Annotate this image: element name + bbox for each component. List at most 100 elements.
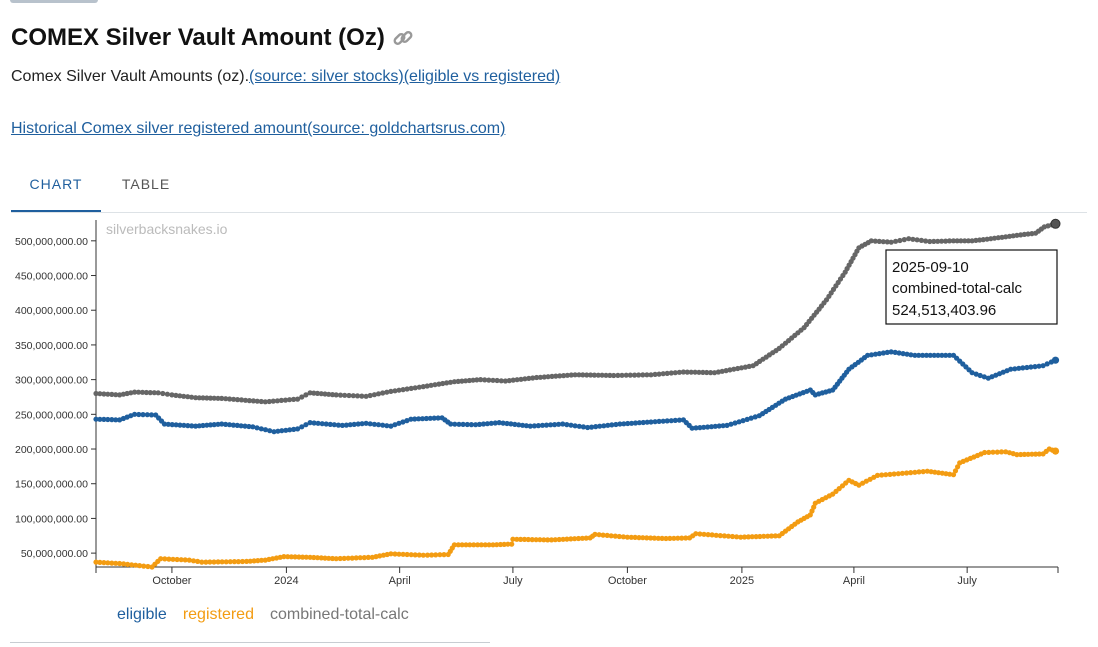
data-point-registered	[463, 542, 469, 548]
data-point-combined-total-calc	[727, 367, 733, 373]
data-point-combined-total-calc	[200, 395, 206, 401]
tab-table[interactable]: TABLE	[121, 176, 171, 192]
data-point-eligible	[101, 416, 107, 422]
data-point-combined-total-calc	[906, 236, 912, 242]
data-point-eligible	[580, 424, 587, 430]
data-point-registered	[497, 541, 504, 548]
data-point-combined-total-calc	[318, 391, 324, 397]
data-point-eligible-last[interactable]	[1051, 356, 1060, 364]
data-point-combined-total-calc	[876, 238, 882, 244]
history-link[interactable]: Historical Comex silver registered amoun…	[11, 120, 506, 137]
title-row: COMEX Silver Vault Amount (Oz)	[11, 24, 415, 52]
data-point-eligible	[676, 417, 683, 423]
data-point-combined-total-calc	[868, 238, 874, 244]
data-point-combined-total-calc	[392, 388, 398, 394]
data-point-registered	[281, 554, 287, 560]
data-point-registered	[560, 536, 566, 542]
data-point-eligible	[640, 419, 646, 426]
legend-eligible[interactable]: eligible	[117, 606, 167, 623]
data-point-combined-total-calc	[568, 372, 574, 378]
data-point-combined-total-calc	[923, 238, 929, 244]
data-point-combined-total-calc	[384, 389, 390, 395]
data-point-combined-total-calc	[242, 397, 249, 403]
data-point-combined-total-calc	[299, 394, 305, 400]
data-point-registered	[655, 535, 661, 541]
data-point-eligible	[744, 416, 750, 422]
data-point-eligible	[200, 422, 206, 429]
data-point-eligible	[520, 422, 526, 428]
y-tick-label: 400,000,000.00	[15, 305, 88, 317]
legend-combined[interactable]: combined-total-calc	[269, 606, 409, 623]
data-point-combined-total-calc	[451, 379, 457, 385]
data-point-combined-total-calc	[238, 397, 245, 403]
tab-chart[interactable]: CHART	[11, 158, 101, 212]
data-point-registered	[178, 557, 184, 563]
data-point-eligible	[211, 422, 217, 428]
data-point-eligible	[947, 352, 953, 358]
data-point-combined-total-calc	[631, 372, 638, 378]
x-tick-label: 2025	[730, 575, 754, 587]
data-point-eligible	[697, 425, 703, 431]
source-link[interactable]: (source: silver stocks)(eligible vs regi…	[249, 68, 561, 85]
data-point-eligible	[512, 421, 518, 427]
data-point-eligible	[105, 416, 111, 423]
y-tick-label: 50,000,000.00	[21, 548, 88, 560]
data-point-eligible	[193, 423, 199, 429]
data-point-eligible	[597, 423, 603, 429]
data-point-registered	[592, 531, 598, 537]
data-point-eligible	[400, 419, 406, 425]
data-point-registered	[920, 469, 926, 475]
data-point-registered	[525, 536, 531, 543]
data-point-eligible	[868, 352, 875, 358]
data-point-eligible	[724, 422, 730, 428]
data-point-combined-total-calc	[954, 238, 960, 244]
data-point-combined-total-calc	[350, 393, 356, 399]
data-point-registered	[545, 537, 551, 543]
data-point-combined-total-calc	[282, 397, 289, 403]
data-point-eligible	[267, 428, 273, 434]
data-point-combined-total-calc	[404, 386, 410, 392]
data-point-registered	[170, 556, 176, 562]
data-point-registered	[659, 535, 665, 541]
data-point-registered	[441, 552, 447, 558]
data-point-eligible	[601, 423, 607, 429]
data-point-combined-total-calc	[478, 377, 484, 383]
x-tick-label: July	[503, 575, 523, 587]
data-point-eligible	[148, 412, 155, 418]
data-point-registered	[353, 555, 359, 561]
data-point-eligible	[132, 411, 138, 417]
data-point-combined-total-calc	[466, 377, 472, 384]
data-point-combined-total-calc	[696, 369, 702, 375]
data-point-combined-total-calc	[615, 372, 621, 378]
data-point-registered	[612, 533, 618, 539]
data-point-registered	[296, 554, 302, 560]
data-point-combined-total-calc	[181, 393, 187, 399]
data-point-registered	[608, 533, 614, 539]
data-point-eligible	[668, 418, 674, 424]
data-point-eligible	[705, 424, 711, 430]
legend-registered[interactable]: registered	[182, 606, 254, 623]
data-point-eligible	[416, 416, 422, 422]
data-point-eligible	[279, 428, 285, 434]
data-point-eligible	[1008, 366, 1014, 372]
data-point-eligible	[896, 350, 902, 356]
data-point-eligible	[388, 423, 394, 429]
data-point-eligible	[93, 416, 99, 422]
data-point-registered	[879, 472, 885, 478]
data-point-registered-last[interactable]	[1051, 447, 1060, 455]
data-point-eligible	[412, 416, 418, 422]
data-point-combined-total-calc	[177, 393, 183, 399]
link-icon[interactable]	[391, 26, 415, 50]
data-point-combined-total-calc	[534, 374, 540, 381]
data-point-combined-total-calc	[640, 372, 646, 378]
data-point-combined-total-calc	[518, 376, 524, 382]
data-point-combined-total-calc	[943, 238, 949, 244]
data-point-combined-total-calc	[931, 238, 937, 244]
data-point-combined-total-calc	[371, 392, 377, 398]
data-point-eligible	[916, 352, 922, 358]
data-point-eligible	[473, 422, 479, 428]
data-point-registered	[437, 552, 443, 558]
data-point-combined-total-calc	[447, 379, 454, 385]
data-point-eligible	[464, 421, 470, 428]
data-point-eligible	[736, 419, 742, 425]
